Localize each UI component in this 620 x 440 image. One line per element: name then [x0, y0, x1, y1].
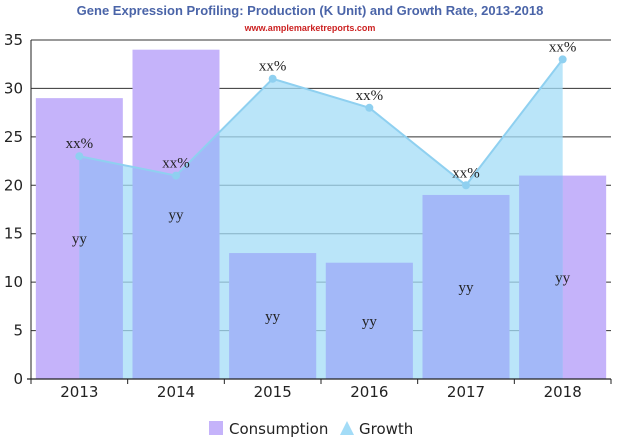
y-tick-label-0: 0 — [13, 370, 23, 388]
bar-overlap-2015 — [229, 253, 317, 379]
growth-point-2014 — [172, 171, 180, 180]
growth-point-2017 — [462, 181, 470, 190]
bar-overlap-2016 — [325, 262, 413, 379]
x-tick-label-2014: 2014 — [157, 383, 195, 401]
y-tick-label-15: 15 — [4, 225, 23, 243]
legend-swatch-growth — [340, 421, 354, 435]
legend-swatch-consumption — [209, 421, 223, 435]
axes: 0 5 10 15 20 25 30 35 2013 2014 2015 2016 2017 2018 — [4, 31, 612, 401]
y-tick-label-10: 10 — [4, 273, 23, 291]
data-labels: xx% xx% xx% xx% xx% xx% yy yy yy yy yy yy — [66, 39, 577, 330]
legend: Consumption Growth — [209, 420, 413, 438]
growth-label-2013: xx% — [66, 136, 94, 152]
bar-label-2013: yy — [72, 232, 88, 248]
bar-label-2017: yy — [459, 280, 475, 296]
growth-label-2017: xx% — [452, 165, 480, 181]
bar-label-2014: yy — [169, 207, 185, 223]
bar-label-2015: yy — [265, 309, 281, 325]
x-tick-label-2016: 2016 — [350, 383, 388, 401]
legend-label-consumption: Consumption — [229, 420, 328, 438]
growth-point-2015 — [268, 74, 277, 83]
growth-label-2016: xx% — [356, 88, 384, 104]
bar-overlap-2017 — [422, 194, 510, 379]
y-tick-label-20: 20 — [4, 176, 23, 194]
x-tick-label-2017: 2017 — [447, 383, 485, 401]
growth-label-2015: xx% — [259, 59, 287, 75]
y-tick-label-35: 35 — [4, 31, 23, 49]
y-tick-label-5: 5 — [13, 322, 23, 340]
x-tick-label-2013: 2013 — [60, 383, 98, 401]
x-tick-label-2018: 2018 — [544, 383, 582, 401]
growth-point-2013 — [75, 152, 84, 161]
growth-point-2016 — [365, 103, 374, 112]
chart-subtitle: www.amplemarketreports.com — [244, 23, 376, 33]
bar-label-2018: yy — [555, 270, 571, 286]
x-tick-label-2015: 2015 — [254, 383, 292, 401]
growth-line — [75, 55, 567, 190]
bar-label-2016: yy — [362, 314, 378, 330]
growth-point-2018 — [558, 55, 567, 64]
y-tick-label-30: 30 — [4, 79, 23, 97]
chart-title: Gene Expression Profiling: Production (K… — [77, 3, 544, 18]
legend-label-growth: Growth — [359, 420, 413, 438]
growth-line-path — [79, 58, 564, 187]
growth-label-2018: xx% — [549, 39, 577, 55]
growth-label-2014: xx% — [162, 156, 190, 172]
y-tick-label-25: 25 — [4, 128, 23, 146]
bar-overlap-2018 — [519, 175, 563, 379]
